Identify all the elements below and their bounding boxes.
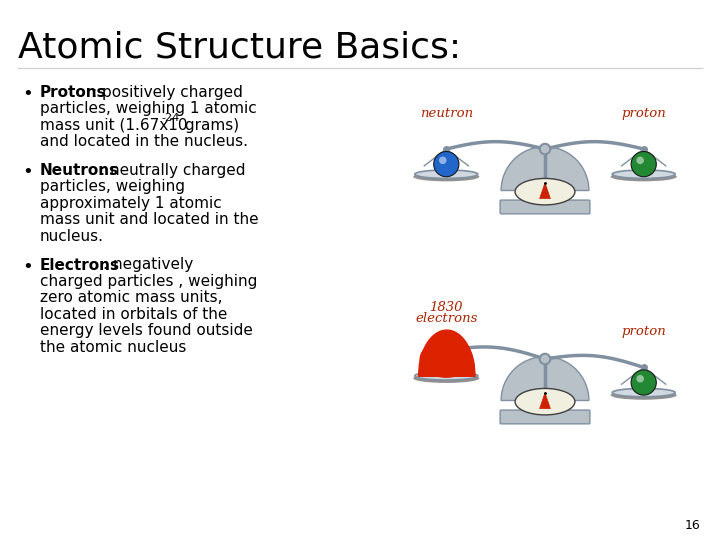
Ellipse shape: [415, 170, 478, 178]
Text: particles, weighing 1 atomic: particles, weighing 1 atomic: [40, 102, 257, 117]
Circle shape: [631, 152, 657, 177]
Text: and located in the nucleus.: and located in the nucleus.: [40, 134, 248, 150]
Text: nucleus.: nucleus.: [40, 229, 104, 244]
Ellipse shape: [611, 172, 677, 181]
Text: located in orbitals of the: located in orbitals of the: [40, 307, 228, 322]
Ellipse shape: [413, 374, 480, 383]
Ellipse shape: [612, 388, 675, 397]
Circle shape: [433, 152, 459, 177]
Ellipse shape: [420, 340, 473, 378]
Text: Electrons: Electrons: [40, 258, 120, 273]
Text: -24: -24: [161, 113, 179, 123]
Text: grams): grams): [180, 118, 239, 133]
Text: •: •: [22, 85, 32, 103]
Text: •: •: [22, 258, 32, 275]
Text: •: •: [22, 163, 32, 181]
Text: 16: 16: [684, 519, 700, 532]
Text: Neutrons: Neutrons: [40, 163, 119, 178]
Wedge shape: [501, 146, 589, 191]
Circle shape: [540, 144, 550, 154]
Ellipse shape: [415, 372, 478, 380]
Wedge shape: [501, 356, 589, 401]
Text: mass unit and located in the: mass unit and located in the: [40, 213, 258, 227]
Text: the atomic nucleus: the atomic nucleus: [40, 340, 186, 355]
Polygon shape: [539, 393, 550, 409]
Circle shape: [636, 157, 644, 164]
Ellipse shape: [515, 388, 575, 415]
Text: electrons: electrons: [415, 312, 477, 325]
Text: mass unit (1.67x10: mass unit (1.67x10: [40, 118, 187, 133]
Ellipse shape: [611, 390, 677, 400]
Circle shape: [631, 370, 657, 395]
Text: Protons: Protons: [40, 85, 107, 100]
Circle shape: [439, 157, 446, 164]
Text: proton: proton: [621, 325, 666, 338]
Text: zero atomic mass units,: zero atomic mass units,: [40, 291, 222, 306]
Ellipse shape: [612, 170, 675, 178]
Text: neutron: neutron: [420, 106, 473, 119]
Ellipse shape: [413, 172, 480, 181]
Circle shape: [636, 375, 644, 382]
Text: Atomic Structure Basics:: Atomic Structure Basics:: [18, 30, 461, 64]
FancyBboxPatch shape: [500, 410, 590, 424]
Text: proton: proton: [621, 106, 666, 119]
Text: 1830: 1830: [430, 301, 463, 314]
Text: charged particles , weighing: charged particles , weighing: [40, 274, 257, 289]
Text: : neutrally charged: : neutrally charged: [100, 163, 246, 178]
Text: : positively charged: : positively charged: [92, 85, 243, 100]
Text: energy levels found outside: energy levels found outside: [40, 323, 253, 339]
Text: : negatively: : negatively: [103, 258, 193, 273]
Ellipse shape: [515, 178, 575, 205]
Text: particles, weighing: particles, weighing: [40, 179, 185, 194]
Circle shape: [540, 354, 550, 364]
Polygon shape: [539, 183, 550, 199]
FancyBboxPatch shape: [500, 200, 590, 214]
Text: approximately 1 atomic: approximately 1 atomic: [40, 196, 222, 211]
